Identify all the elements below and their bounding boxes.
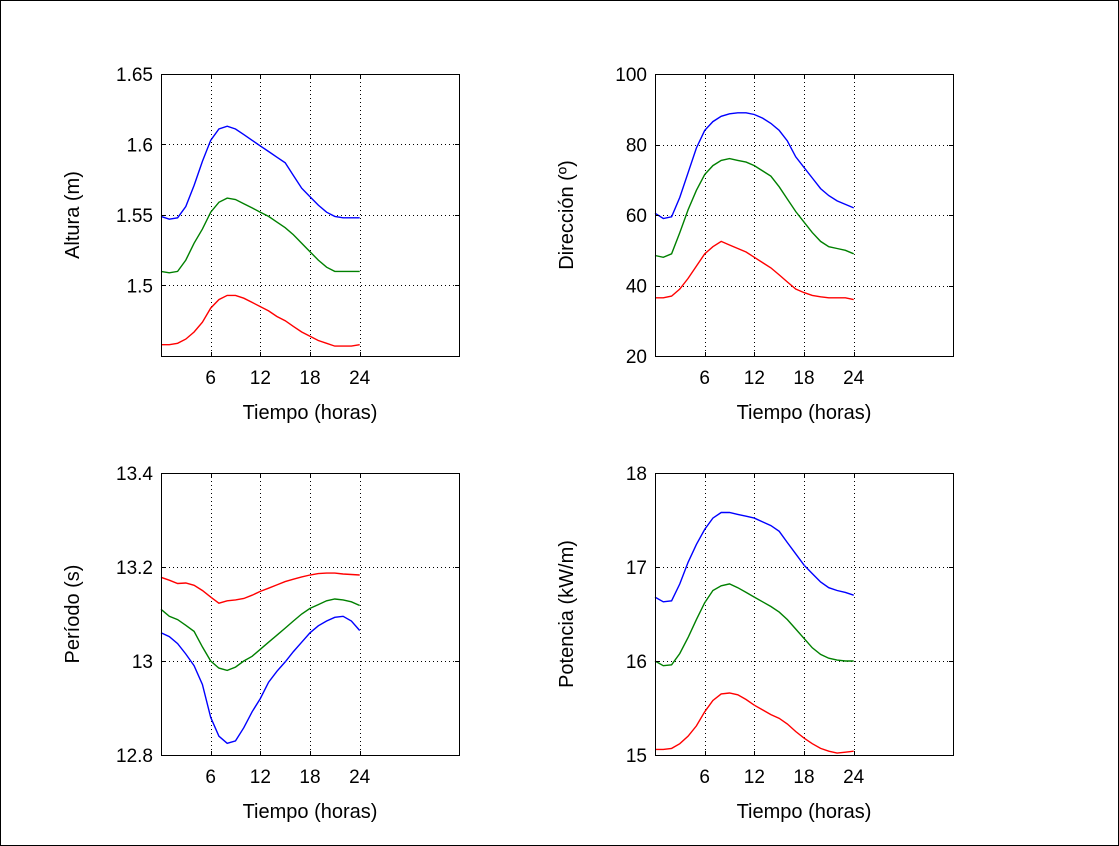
x-tick-label: 12 [250,368,271,389]
series-line-periodo-3 [160,615,361,745]
series-line-altura-2 [160,197,360,274]
y-tick-label: 100 [615,65,647,86]
y-tick-label: 1.6 [127,136,153,157]
y-tick-label: 17 [626,558,647,579]
y-tick-label: 18 [626,464,647,485]
x-axis-label-altura: Tiempo (horas) [243,402,378,424]
series-line-direccion-1 [654,112,854,220]
y-tick-label: 16 [626,652,647,673]
y-tick-label: 20 [626,347,647,368]
x-tick-label: 18 [299,767,320,788]
y-tick-label: 40 [626,277,647,298]
x-tick-label: 24 [843,368,865,389]
y-axis-label-altura: Altura (m) [62,171,84,259]
subplot-potencia: 6 12 18 24 15 16 17 18 Tiempo (horas) Potencia (k… [556,464,954,823]
y-axis-label-potencia: Potencia (kW/m) [556,540,578,688]
x-axis-label-periodo: Tiempo (horas) [243,801,378,823]
series-line-altura-1 [160,125,360,220]
x-tick-label: 12 [744,767,765,788]
y-tick-label: 13.4 [116,464,153,485]
x-axis-label-direccion: Tiempo (horas) [737,402,872,424]
y-tick-label: 1.5 [127,277,153,298]
subplot-direccion: 6 12 18 24 20 40 60 80 100 Tiempo (horas) Direcció… [556,65,954,424]
y-tick-label: 13 [132,652,153,673]
subplot-periodo: 6 12 18 24 12.8 13 13.2 13.4 Tiempo (horas) Perío… [62,464,460,823]
series-line-potencia-1 [654,511,854,603]
y-tick-label: 13.2 [116,558,153,579]
x-tick-label: 6 [699,767,710,788]
x-tick-label: 18 [793,767,814,788]
x-tick-label: 12 [250,767,271,788]
x-tick-label: 12 [744,368,765,389]
series-line-periodo-2 [160,598,360,672]
x-tick-label: 24 [349,767,371,788]
series-line-direccion-3 [655,240,854,301]
series-line-altura-3 [161,294,360,347]
y-axis-label-periodo: Período (s) [62,565,84,664]
series-line-potencia-2 [654,583,854,667]
y-tick-label: 1.55 [116,206,153,227]
y-tick-label: 1.65 [116,65,153,86]
series-line-periodo-1 [160,572,360,604]
subplot-altura: 6 12 18 24 1.5 1.55 1.6 1.65 Tiempo (horas) Altur… [62,65,460,424]
x-tick-label: 18 [299,368,320,389]
x-tick-label: 18 [793,368,814,389]
x-tick-label: 24 [349,368,371,389]
x-tick-label: 24 [843,767,865,788]
x-axis-label-potencia: Tiempo (horas) [737,801,872,823]
x-tick-label: 6 [205,368,216,389]
y-axis-label-direccion: Dirección (º) [556,160,578,270]
y-tick-label: 60 [626,206,647,227]
x-tick-label: 6 [205,767,216,788]
x-tick-label: 6 [699,368,710,389]
y-tick-label: 80 [626,136,647,157]
series-line-direccion-2 [654,157,854,259]
y-tick-label: 15 [626,746,647,767]
y-tick-label: 12.8 [116,746,153,767]
series-line-potencia-3 [655,692,854,754]
